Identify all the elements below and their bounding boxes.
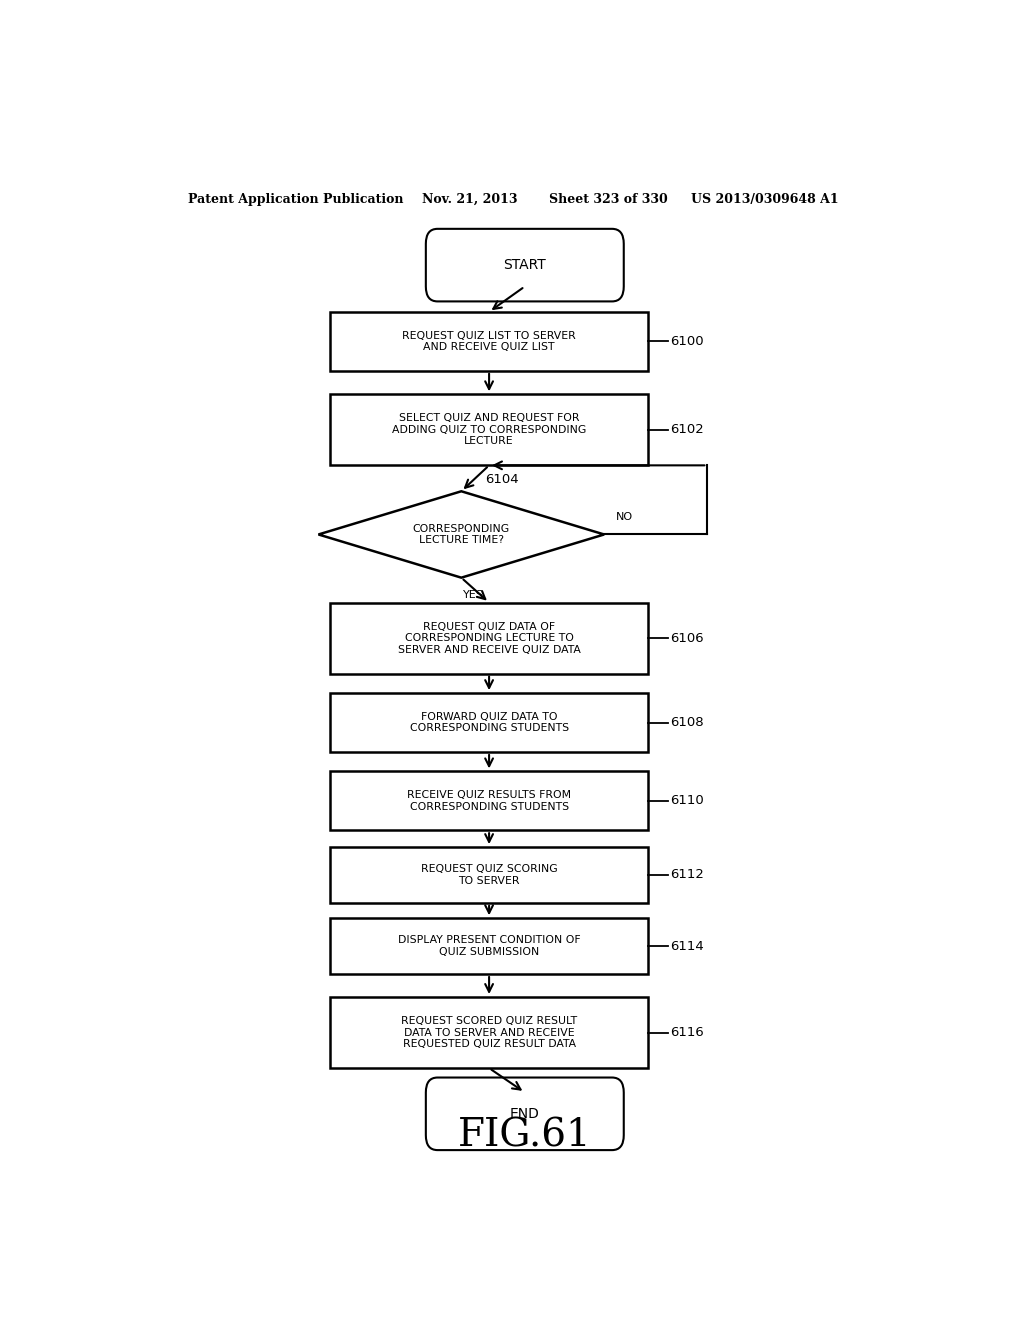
- Text: 6100: 6100: [670, 335, 703, 348]
- Text: CORRESPONDING
LECTURE TIME?: CORRESPONDING LECTURE TIME?: [413, 524, 510, 545]
- Text: Sheet 323 of 330: Sheet 323 of 330: [549, 193, 668, 206]
- Text: 6114: 6114: [670, 940, 703, 953]
- FancyBboxPatch shape: [331, 602, 648, 673]
- Text: Nov. 21, 2013: Nov. 21, 2013: [422, 193, 517, 206]
- FancyBboxPatch shape: [331, 693, 648, 752]
- Text: 6112: 6112: [670, 869, 703, 882]
- Text: 6104: 6104: [485, 473, 519, 486]
- Text: US 2013/0309648 A1: US 2013/0309648 A1: [691, 193, 839, 206]
- Text: 6102: 6102: [670, 424, 703, 437]
- Text: DISPLAY PRESENT CONDITION OF
QUIZ SUBMISSION: DISPLAY PRESENT CONDITION OF QUIZ SUBMIS…: [397, 936, 581, 957]
- Text: 6108: 6108: [670, 715, 703, 729]
- Text: 6116: 6116: [670, 1026, 703, 1039]
- Text: REQUEST QUIZ DATA OF
CORRESPONDING LECTURE TO
SERVER AND RECEIVE QUIZ DATA: REQUEST QUIZ DATA OF CORRESPONDING LECTU…: [397, 622, 581, 655]
- Polygon shape: [318, 491, 604, 578]
- FancyBboxPatch shape: [426, 1077, 624, 1150]
- Text: REQUEST QUIZ SCORING
TO SERVER: REQUEST QUIZ SCORING TO SERVER: [421, 865, 557, 886]
- FancyBboxPatch shape: [331, 997, 648, 1068]
- Text: FORWARD QUIZ DATA TO
CORRESPONDING STUDENTS: FORWARD QUIZ DATA TO CORRESPONDING STUDE…: [410, 711, 568, 734]
- Text: 6106: 6106: [670, 632, 703, 644]
- Text: REQUEST QUIZ LIST TO SERVER
AND RECEIVE QUIZ LIST: REQUEST QUIZ LIST TO SERVER AND RECEIVE …: [402, 330, 575, 352]
- Text: Patent Application Publication: Patent Application Publication: [187, 193, 403, 206]
- FancyBboxPatch shape: [331, 919, 648, 974]
- FancyBboxPatch shape: [331, 847, 648, 903]
- Text: 6110: 6110: [670, 795, 703, 808]
- Text: YES: YES: [463, 590, 483, 599]
- FancyBboxPatch shape: [426, 228, 624, 301]
- Text: END: END: [510, 1106, 540, 1121]
- Text: REQUEST SCORED QUIZ RESULT
DATA TO SERVER AND RECEIVE
REQUESTED QUIZ RESULT DATA: REQUEST SCORED QUIZ RESULT DATA TO SERVE…: [401, 1016, 578, 1049]
- Text: NO: NO: [616, 512, 633, 523]
- Text: RECEIVE QUIZ RESULTS FROM
CORRESPONDING STUDENTS: RECEIVE QUIZ RESULTS FROM CORRESPONDING …: [407, 789, 571, 812]
- FancyBboxPatch shape: [331, 395, 648, 466]
- Text: START: START: [504, 259, 546, 272]
- Text: SELECT QUIZ AND REQUEST FOR
ADDING QUIZ TO CORRESPONDING
LECTURE: SELECT QUIZ AND REQUEST FOR ADDING QUIZ …: [392, 413, 586, 446]
- Text: FIG.61: FIG.61: [458, 1118, 592, 1155]
- FancyBboxPatch shape: [331, 771, 648, 830]
- FancyBboxPatch shape: [331, 312, 648, 371]
